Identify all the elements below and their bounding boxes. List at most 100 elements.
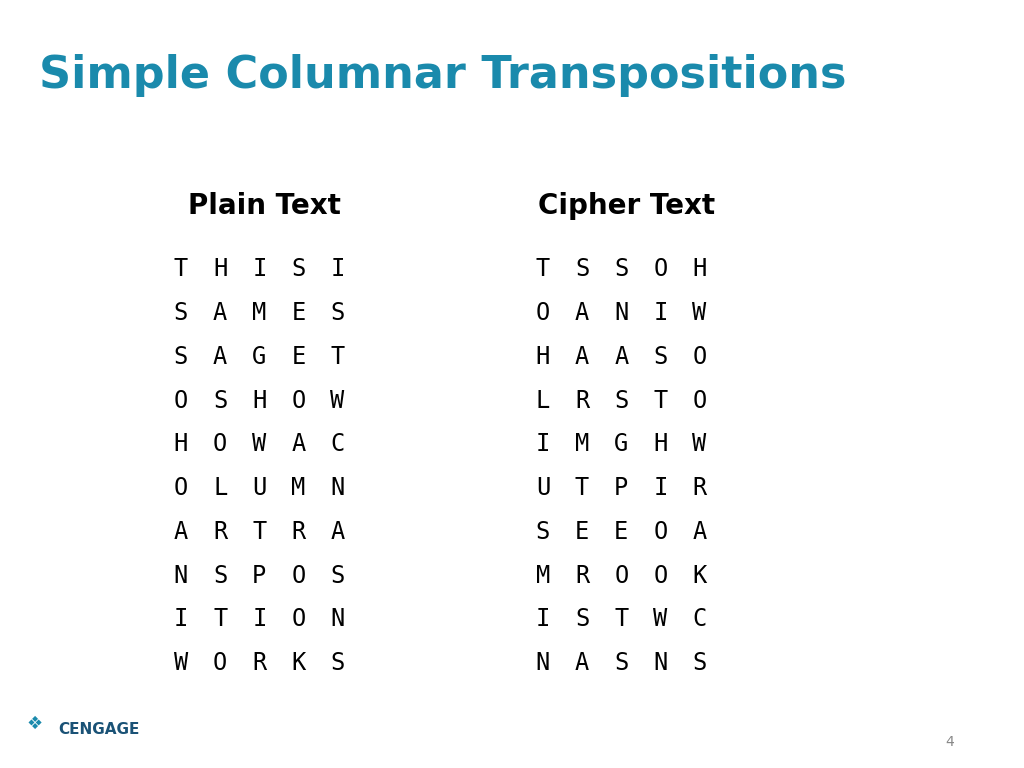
Text: S: S [536, 520, 550, 544]
Text: A: A [291, 432, 305, 456]
Text: S: S [575, 257, 589, 281]
Text: O: O [692, 345, 707, 369]
Text: O: O [213, 432, 227, 456]
Text: T: T [174, 257, 188, 281]
Text: H: H [213, 257, 227, 281]
Text: 4: 4 [945, 735, 954, 749]
Text: N: N [331, 476, 345, 500]
Text: E: E [575, 520, 589, 544]
Text: S: S [575, 607, 589, 631]
Text: K: K [291, 651, 305, 675]
Text: H: H [653, 432, 668, 456]
Text: R: R [575, 389, 589, 412]
Text: I: I [536, 607, 550, 631]
Text: L: L [213, 476, 227, 500]
Text: A: A [575, 651, 589, 675]
Text: C: C [692, 607, 707, 631]
Text: S: S [331, 651, 345, 675]
Text: A: A [331, 520, 345, 544]
Text: O: O [653, 520, 668, 544]
Text: A: A [174, 520, 188, 544]
Text: O: O [536, 301, 550, 325]
Text: P: P [614, 476, 629, 500]
Text: I: I [252, 607, 266, 631]
Text: Simple Columnar Transpositions: Simple Columnar Transpositions [39, 54, 847, 97]
Text: R: R [575, 564, 589, 588]
Text: A: A [575, 301, 589, 325]
Text: A: A [213, 301, 227, 325]
Text: O: O [653, 257, 668, 281]
Text: I: I [331, 257, 345, 281]
Text: S: S [614, 651, 629, 675]
Text: T: T [252, 520, 266, 544]
Text: M: M [252, 301, 266, 325]
Text: A: A [575, 345, 589, 369]
Text: I: I [653, 476, 668, 500]
Text: O: O [291, 564, 305, 588]
Text: R: R [291, 520, 305, 544]
Text: O: O [291, 389, 305, 412]
Text: Plain Text: Plain Text [187, 192, 341, 220]
Text: T: T [653, 389, 668, 412]
Text: K: K [692, 564, 707, 588]
Text: S: S [331, 564, 345, 588]
Text: ❖: ❖ [27, 716, 42, 733]
Text: N: N [331, 607, 345, 631]
Text: N: N [653, 651, 668, 675]
Text: N: N [536, 651, 550, 675]
Text: I: I [252, 257, 266, 281]
Text: G: G [614, 432, 629, 456]
Text: R: R [213, 520, 227, 544]
Text: O: O [213, 651, 227, 675]
Text: M: M [291, 476, 305, 500]
Text: W: W [174, 651, 188, 675]
Text: M: M [575, 432, 589, 456]
Text: E: E [291, 301, 305, 325]
Text: H: H [692, 257, 707, 281]
Text: W: W [653, 607, 668, 631]
Text: Cipher Text: Cipher Text [538, 192, 715, 220]
Text: A: A [614, 345, 629, 369]
Text: S: S [213, 389, 227, 412]
Text: A: A [692, 520, 707, 544]
Text: N: N [174, 564, 188, 588]
Text: T: T [331, 345, 345, 369]
Text: L: L [536, 389, 550, 412]
Text: W: W [692, 301, 707, 325]
Text: S: S [174, 345, 188, 369]
Text: T: T [614, 607, 629, 631]
Text: O: O [653, 564, 668, 588]
Text: M: M [536, 564, 550, 588]
Text: S: S [614, 389, 629, 412]
Text: G: G [252, 345, 266, 369]
Text: S: S [174, 301, 188, 325]
Text: S: S [692, 651, 707, 675]
Text: S: S [291, 257, 305, 281]
Text: T: T [575, 476, 589, 500]
Text: S: S [653, 345, 668, 369]
Text: W: W [252, 432, 266, 456]
Text: O: O [174, 476, 188, 500]
Text: O: O [614, 564, 629, 588]
Text: S: S [614, 257, 629, 281]
Text: E: E [614, 520, 629, 544]
Text: U: U [536, 476, 550, 500]
Text: T: T [536, 257, 550, 281]
Text: I: I [174, 607, 188, 631]
Text: H: H [536, 345, 550, 369]
Text: E: E [291, 345, 305, 369]
Text: S: S [213, 564, 227, 588]
Text: I: I [536, 432, 550, 456]
Text: O: O [692, 389, 707, 412]
Text: N: N [614, 301, 629, 325]
Text: O: O [291, 607, 305, 631]
Text: R: R [252, 651, 266, 675]
Text: H: H [174, 432, 188, 456]
Text: T: T [213, 607, 227, 631]
Text: U: U [252, 476, 266, 500]
Text: S: S [331, 301, 345, 325]
Text: R: R [692, 476, 707, 500]
Text: CENGAGE: CENGAGE [58, 722, 140, 737]
Text: H: H [252, 389, 266, 412]
Text: O: O [174, 389, 188, 412]
